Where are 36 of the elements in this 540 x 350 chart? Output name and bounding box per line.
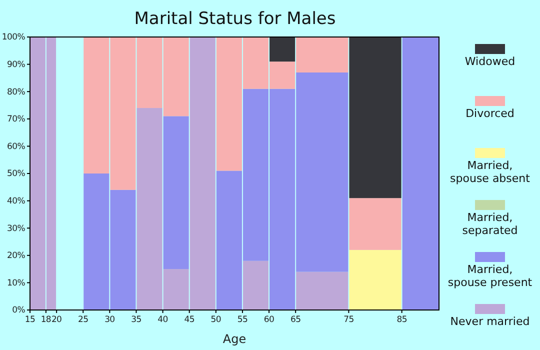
- legend-label: Married, spouse absent: [450, 159, 531, 185]
- x-tick-label: 60: [264, 315, 274, 326]
- y-tick-label: 20%: [7, 251, 26, 262]
- legend-label: Never married: [450, 315, 530, 328]
- x-tick-label: 85: [396, 315, 407, 326]
- legend-label: Married, spouse present: [448, 263, 533, 289]
- bar: [163, 116, 189, 270]
- y-tick-label: 10%: [7, 278, 26, 288]
- x-tick-label: 65: [290, 315, 301, 326]
- legend-label: Married, separated: [462, 211, 518, 237]
- x-tick-label: 75: [344, 315, 354, 326]
- x-tick-label: 18: [40, 315, 52, 326]
- x-tick-label: 25: [78, 315, 88, 326]
- chart-title: Marital Status for Males: [134, 9, 336, 29]
- y-tick-label: 50%: [7, 169, 26, 180]
- x-tick-label: 35: [131, 315, 142, 326]
- y-tick-label: 30%: [7, 224, 26, 234]
- x-tick-label: 30: [104, 315, 115, 326]
- legend-label: Widowed: [464, 55, 516, 68]
- x-tick-label: 50: [210, 315, 222, 326]
- y-tick-label: 100%: [2, 32, 26, 43]
- x-tick-label: 45: [184, 315, 194, 326]
- y-tick-label: 80%: [7, 87, 26, 98]
- legend-label: Divorced: [466, 107, 514, 120]
- y-tick-label: 60%: [7, 142, 26, 152]
- y-tick-label: 70%: [7, 114, 26, 125]
- y-tick-label: 0%: [12, 306, 26, 316]
- x-tick-label: 40: [158, 315, 168, 326]
- y-tick-label: 90%: [7, 60, 26, 70]
- x-tick-label: 55: [237, 315, 248, 326]
- y-tick-label: 40%: [7, 196, 26, 207]
- x-axis-title: Age: [222, 332, 246, 346]
- x-tick-label: 15: [24, 315, 36, 326]
- bar: [242, 260, 269, 310]
- bar: [349, 250, 402, 310]
- x-tick-label: 20: [51, 315, 62, 326]
